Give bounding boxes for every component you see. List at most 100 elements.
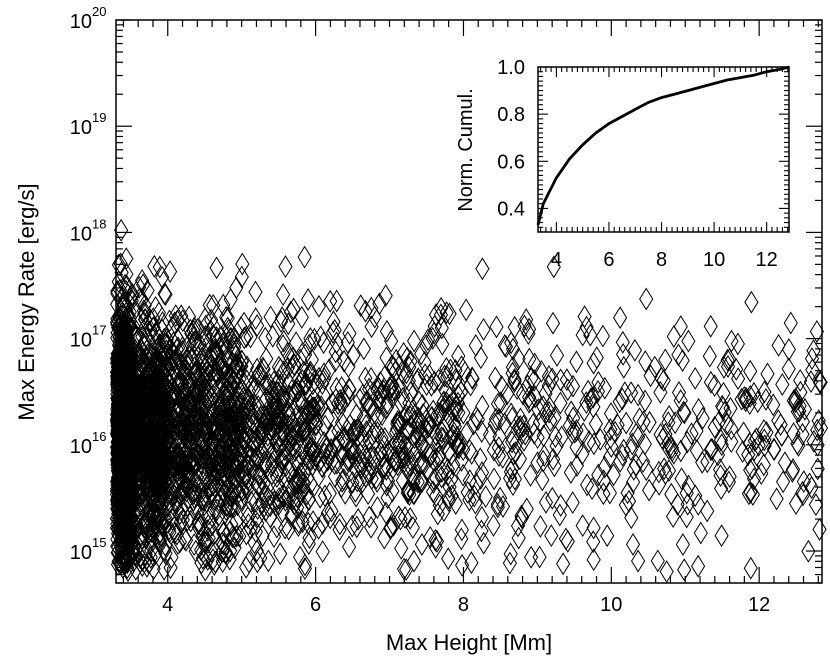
data-point <box>597 455 612 479</box>
data-point <box>432 402 447 426</box>
data-point <box>638 389 653 413</box>
data-point <box>324 499 339 523</box>
data-point <box>122 306 137 330</box>
y-tick-exponent: 15 <box>92 535 106 550</box>
data-point <box>110 506 125 530</box>
data-point <box>358 366 373 390</box>
data-point <box>519 308 534 332</box>
data-point <box>269 465 284 489</box>
data-point <box>152 255 167 279</box>
data-point <box>575 442 590 466</box>
data-point <box>364 296 379 320</box>
data-point <box>448 431 463 455</box>
data-point <box>359 414 374 437</box>
data-point <box>474 505 489 529</box>
data-point <box>680 430 695 454</box>
data-point <box>124 383 139 407</box>
data-point <box>394 439 409 462</box>
data-point <box>295 471 310 494</box>
data-point <box>138 457 153 481</box>
data-point <box>223 287 238 311</box>
data-point <box>602 481 617 505</box>
data-point <box>191 408 206 432</box>
data-point <box>603 402 619 426</box>
data-point <box>297 245 312 269</box>
inset-cumulative-line <box>536 65 790 226</box>
data-point <box>273 357 288 381</box>
data-point <box>314 395 329 419</box>
data-point <box>262 373 277 396</box>
data-point <box>147 481 162 505</box>
data-point <box>346 423 361 447</box>
data-point <box>204 308 219 332</box>
data-point <box>736 421 751 445</box>
data-point <box>302 362 317 386</box>
data-point <box>172 502 187 526</box>
data-point <box>297 557 312 581</box>
data-point <box>250 505 265 529</box>
data-point <box>177 358 192 381</box>
data-point <box>792 399 807 423</box>
data-point <box>181 429 196 453</box>
data-point <box>128 490 143 514</box>
data-point <box>174 384 189 408</box>
data-point <box>801 539 816 563</box>
data-point <box>666 505 681 528</box>
data-point <box>240 506 255 530</box>
data-point <box>259 347 274 371</box>
data-point <box>487 467 502 491</box>
data-point <box>145 516 160 540</box>
data-point <box>172 467 187 491</box>
data-point <box>137 293 152 317</box>
data-point <box>176 477 191 501</box>
data-point <box>220 316 235 340</box>
data-point <box>482 423 498 447</box>
data-point <box>812 517 827 541</box>
data-point <box>225 417 241 441</box>
data-point <box>386 384 401 408</box>
inset-chart: 4 6 8 10 12 0.4 0.6 0.8 1.0 Norm. Cumul. <box>455 57 790 271</box>
data-point <box>289 422 304 446</box>
data-point <box>234 265 249 289</box>
data-point <box>419 334 434 357</box>
data-point <box>362 463 377 486</box>
data-point <box>440 463 455 487</box>
data-point <box>303 410 318 434</box>
data-point <box>225 414 240 438</box>
data-point <box>702 344 717 368</box>
data-point <box>395 469 410 492</box>
data-point <box>142 425 158 449</box>
data-point <box>163 338 178 362</box>
data-point <box>152 505 167 528</box>
data-point <box>786 422 801 446</box>
data-point <box>187 479 202 502</box>
data-point <box>393 430 408 454</box>
data-point <box>616 342 631 366</box>
data-point <box>490 495 505 519</box>
data-point <box>263 494 278 518</box>
data-point <box>675 349 690 372</box>
data-point <box>273 460 288 484</box>
data-point <box>281 517 296 541</box>
data-point <box>577 399 592 422</box>
data-point <box>467 484 482 508</box>
data-point <box>246 412 261 436</box>
data-point <box>268 494 283 518</box>
data-point <box>446 399 461 423</box>
data-point <box>379 473 394 497</box>
data-point <box>220 337 235 361</box>
data-point <box>171 373 186 397</box>
data-point <box>436 499 451 523</box>
data-point <box>152 356 167 380</box>
data-point <box>235 478 250 502</box>
data-point <box>126 394 141 418</box>
data-point <box>402 483 417 506</box>
data-point <box>340 384 355 408</box>
data-point <box>237 455 252 479</box>
data-point <box>256 357 271 381</box>
data-point <box>270 460 285 484</box>
data-point <box>205 414 220 438</box>
data-point <box>549 343 565 367</box>
data-point <box>793 380 808 404</box>
